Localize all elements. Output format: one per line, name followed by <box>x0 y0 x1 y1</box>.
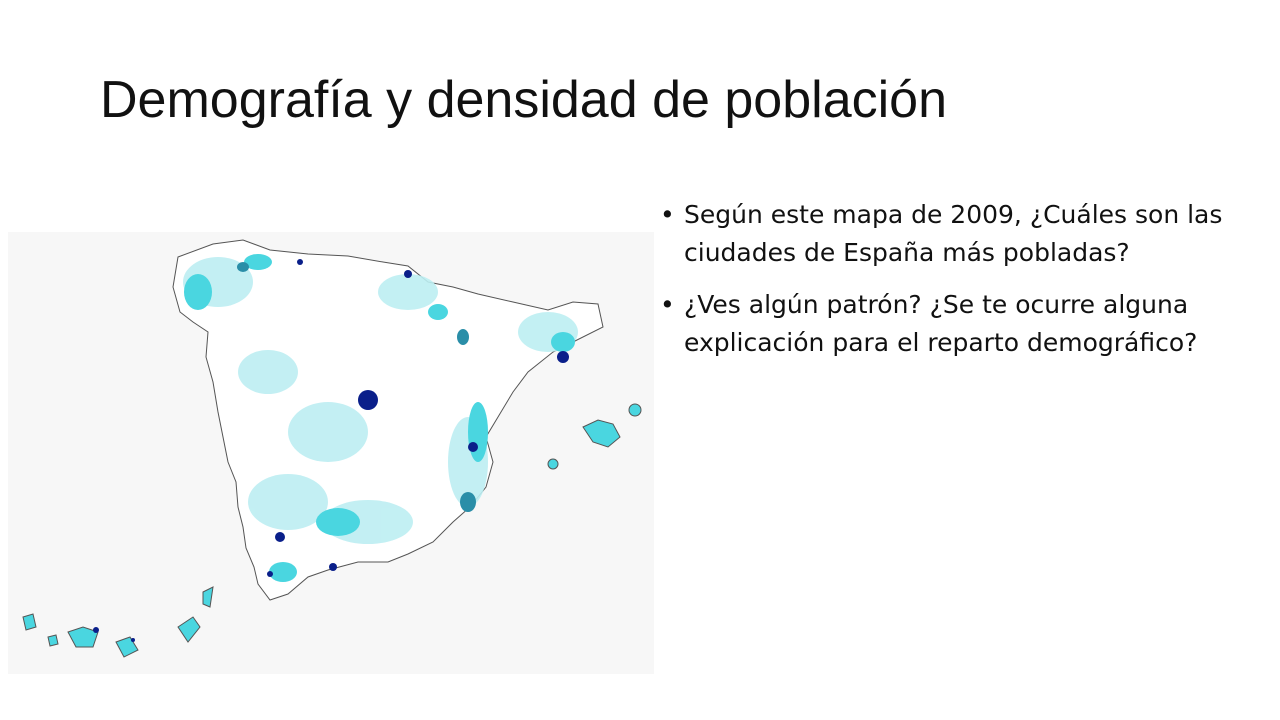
bullet-item: • ¿Ves algún patrón? ¿Se te ocurre algun… <box>660 286 1260 362</box>
bullet-item: • Según este mapa de 2009, ¿Cuáles son l… <box>660 196 1260 272</box>
bullet-text: ¿Ves algún patrón? ¿Se te ocurre alguna … <box>684 290 1198 357</box>
population-density-map <box>8 232 654 674</box>
balearic-islands <box>582 419 621 448</box>
bullet-dot-icon: • <box>660 200 675 229</box>
bullet-dot-icon: • <box>660 290 675 319</box>
bullet-list: • Según este mapa de 2009, ¿Cuáles son l… <box>660 196 1260 376</box>
slide-title: Demografía y densidad de población <box>100 71 948 129</box>
bullet-text: Según este mapa de 2009, ¿Cuáles son las… <box>684 200 1223 267</box>
